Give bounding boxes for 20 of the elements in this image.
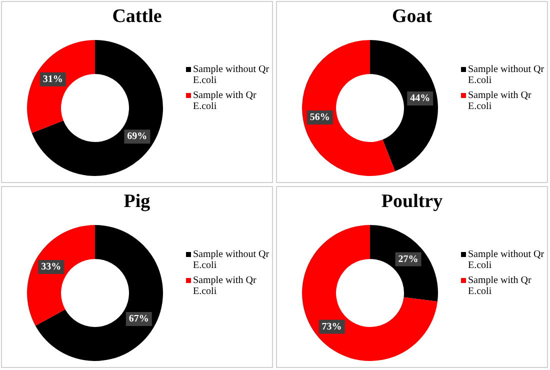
legend-label: Sample without Qr E.coli [468, 249, 546, 271]
legend-label: Sample without Qr E.coli [468, 64, 546, 86]
data-label: 56% [310, 112, 330, 124]
chart-title: Poultry [380, 191, 444, 213]
legend-label: Sample without Qr E.coli [193, 249, 270, 271]
chart-title: Goat [390, 6, 434, 28]
legend-label: Sample with Qr E.coli [468, 90, 532, 112]
data-label: 27% [398, 254, 418, 265]
legend-label: Sample with Qr E.coli [193, 275, 258, 297]
data-label: 67% [128, 314, 149, 325]
legend-label: Sample without Qr E.coli [193, 64, 270, 86]
legend-label: Sample with Qr E.coli [193, 90, 258, 112]
legend-label: Sample with Qr E.coli [468, 275, 532, 297]
data-label: 31% [42, 74, 63, 85]
data-label: 33% [41, 262, 62, 273]
chart-title: Pig [122, 191, 152, 213]
chart-title: Cattle [111, 6, 163, 28]
data-label: 44% [410, 93, 430, 104]
data-label: 73% [322, 321, 342, 332]
data-label: 69% [127, 131, 148, 142]
